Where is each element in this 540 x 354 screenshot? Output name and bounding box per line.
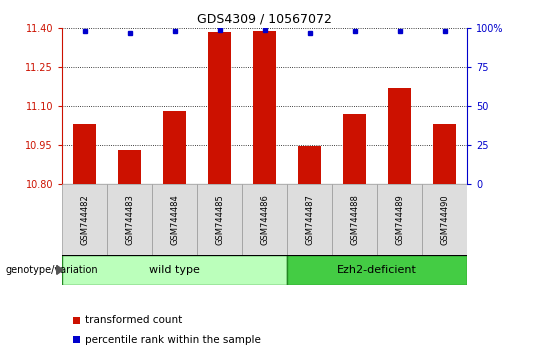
Bar [377,184,422,255]
Bar [287,255,467,285]
Bar [287,184,332,255]
Title: GDS4309 / 10567072: GDS4309 / 10567072 [197,13,332,26]
Bar [152,184,197,255]
Bar [299,147,321,184]
Text: GSM744489: GSM744489 [395,194,404,245]
Bar [62,255,287,285]
Bar [73,124,96,184]
Bar [253,31,276,184]
Text: Ezh2-deficient: Ezh2-deficient [337,265,417,275]
Text: GSM744485: GSM744485 [215,194,224,245]
Bar [107,184,152,255]
Text: percentile rank within the sample: percentile rank within the sample [85,335,261,345]
Text: GSM744490: GSM744490 [440,194,449,245]
Bar [197,184,242,255]
Text: GSM744487: GSM744487 [305,194,314,245]
Bar [343,114,366,184]
Bar [332,184,377,255]
Bar [422,184,467,255]
Bar [62,184,107,255]
Text: wild type: wild type [149,265,200,275]
Bar [242,184,287,255]
Text: GSM744484: GSM744484 [170,194,179,245]
Text: genotype/variation: genotype/variation [5,265,98,275]
Bar [388,88,411,184]
Bar [118,150,141,184]
Bar [208,32,231,184]
Text: GSM744488: GSM744488 [350,194,359,245]
Bar [434,124,456,184]
Text: GSM744483: GSM744483 [125,194,134,245]
Text: transformed count: transformed count [85,315,183,325]
Text: GSM744486: GSM744486 [260,194,269,245]
Bar [163,112,186,184]
Text: GSM744482: GSM744482 [80,194,89,245]
